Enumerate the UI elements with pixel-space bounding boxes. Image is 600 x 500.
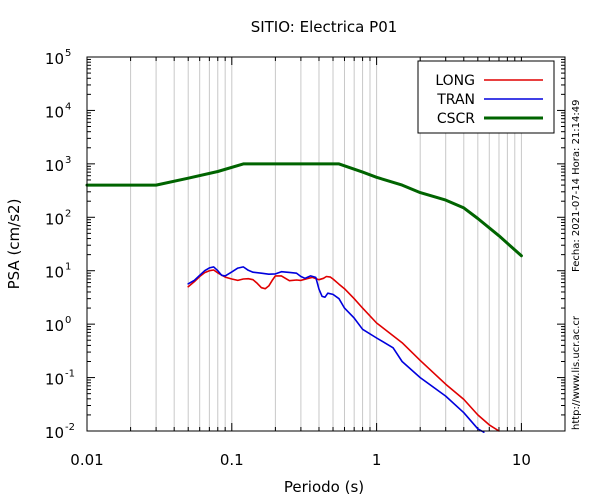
series-layer — [85, 162, 523, 434]
y-tick-label: 10 — [45, 371, 64, 389]
ticks-layer — [87, 57, 565, 432]
y-tick-label: 10 — [45, 50, 64, 68]
chart-title: SITIO: Electrica P01 — [251, 18, 398, 36]
legend-label-cscr: CSCR — [437, 111, 475, 127]
y-tick-exponent: 1 — [65, 262, 71, 273]
y-tick-label: 10 — [45, 210, 64, 228]
plot-frame — [86, 56, 566, 432]
legend-box — [417, 60, 555, 134]
y-tick-exponent: 5 — [65, 48, 71, 59]
y-tick-exponent: 0 — [65, 315, 71, 326]
y-tick-exponent: -2 — [65, 422, 75, 433]
y-tick-label: 10 — [45, 103, 64, 121]
series-line-cscr — [85, 162, 523, 258]
legend: LONG TRAN CSCR — [417, 60, 555, 134]
x-tick-label: 0.01 — [70, 451, 103, 469]
y-tick-exponent: 4 — [65, 101, 71, 112]
x-axis-label: Periodo (s) — [284, 478, 364, 496]
y-tick-label: 10 — [45, 424, 64, 442]
x-tick-label: 1 — [372, 451, 382, 469]
y-axis-label: PSA (cm/s2) — [5, 199, 23, 290]
legend-label-tran: TRAN — [436, 92, 475, 108]
x-tick-label: 0.1 — [220, 451, 244, 469]
y-tick-exponent: 2 — [65, 208, 71, 219]
timestamp-text: Fecha: 2021-07-14 Hora: 21:14:49 — [571, 100, 582, 273]
y-tick-label: 10 — [45, 157, 64, 175]
y-tick-exponent: -1 — [65, 369, 75, 380]
grid-layer — [130, 57, 522, 431]
source-url-text: http://www.lis.ucr.ac.cr — [571, 315, 582, 430]
y-tick-label: 10 — [45, 264, 64, 282]
y-tick-exponent: 3 — [65, 155, 71, 166]
legend-label-long: LONG — [435, 73, 475, 89]
y-tick-label: 10 — [45, 317, 64, 335]
series-line-tran — [187, 266, 485, 434]
x-tick-label: 10 — [512, 451, 531, 469]
